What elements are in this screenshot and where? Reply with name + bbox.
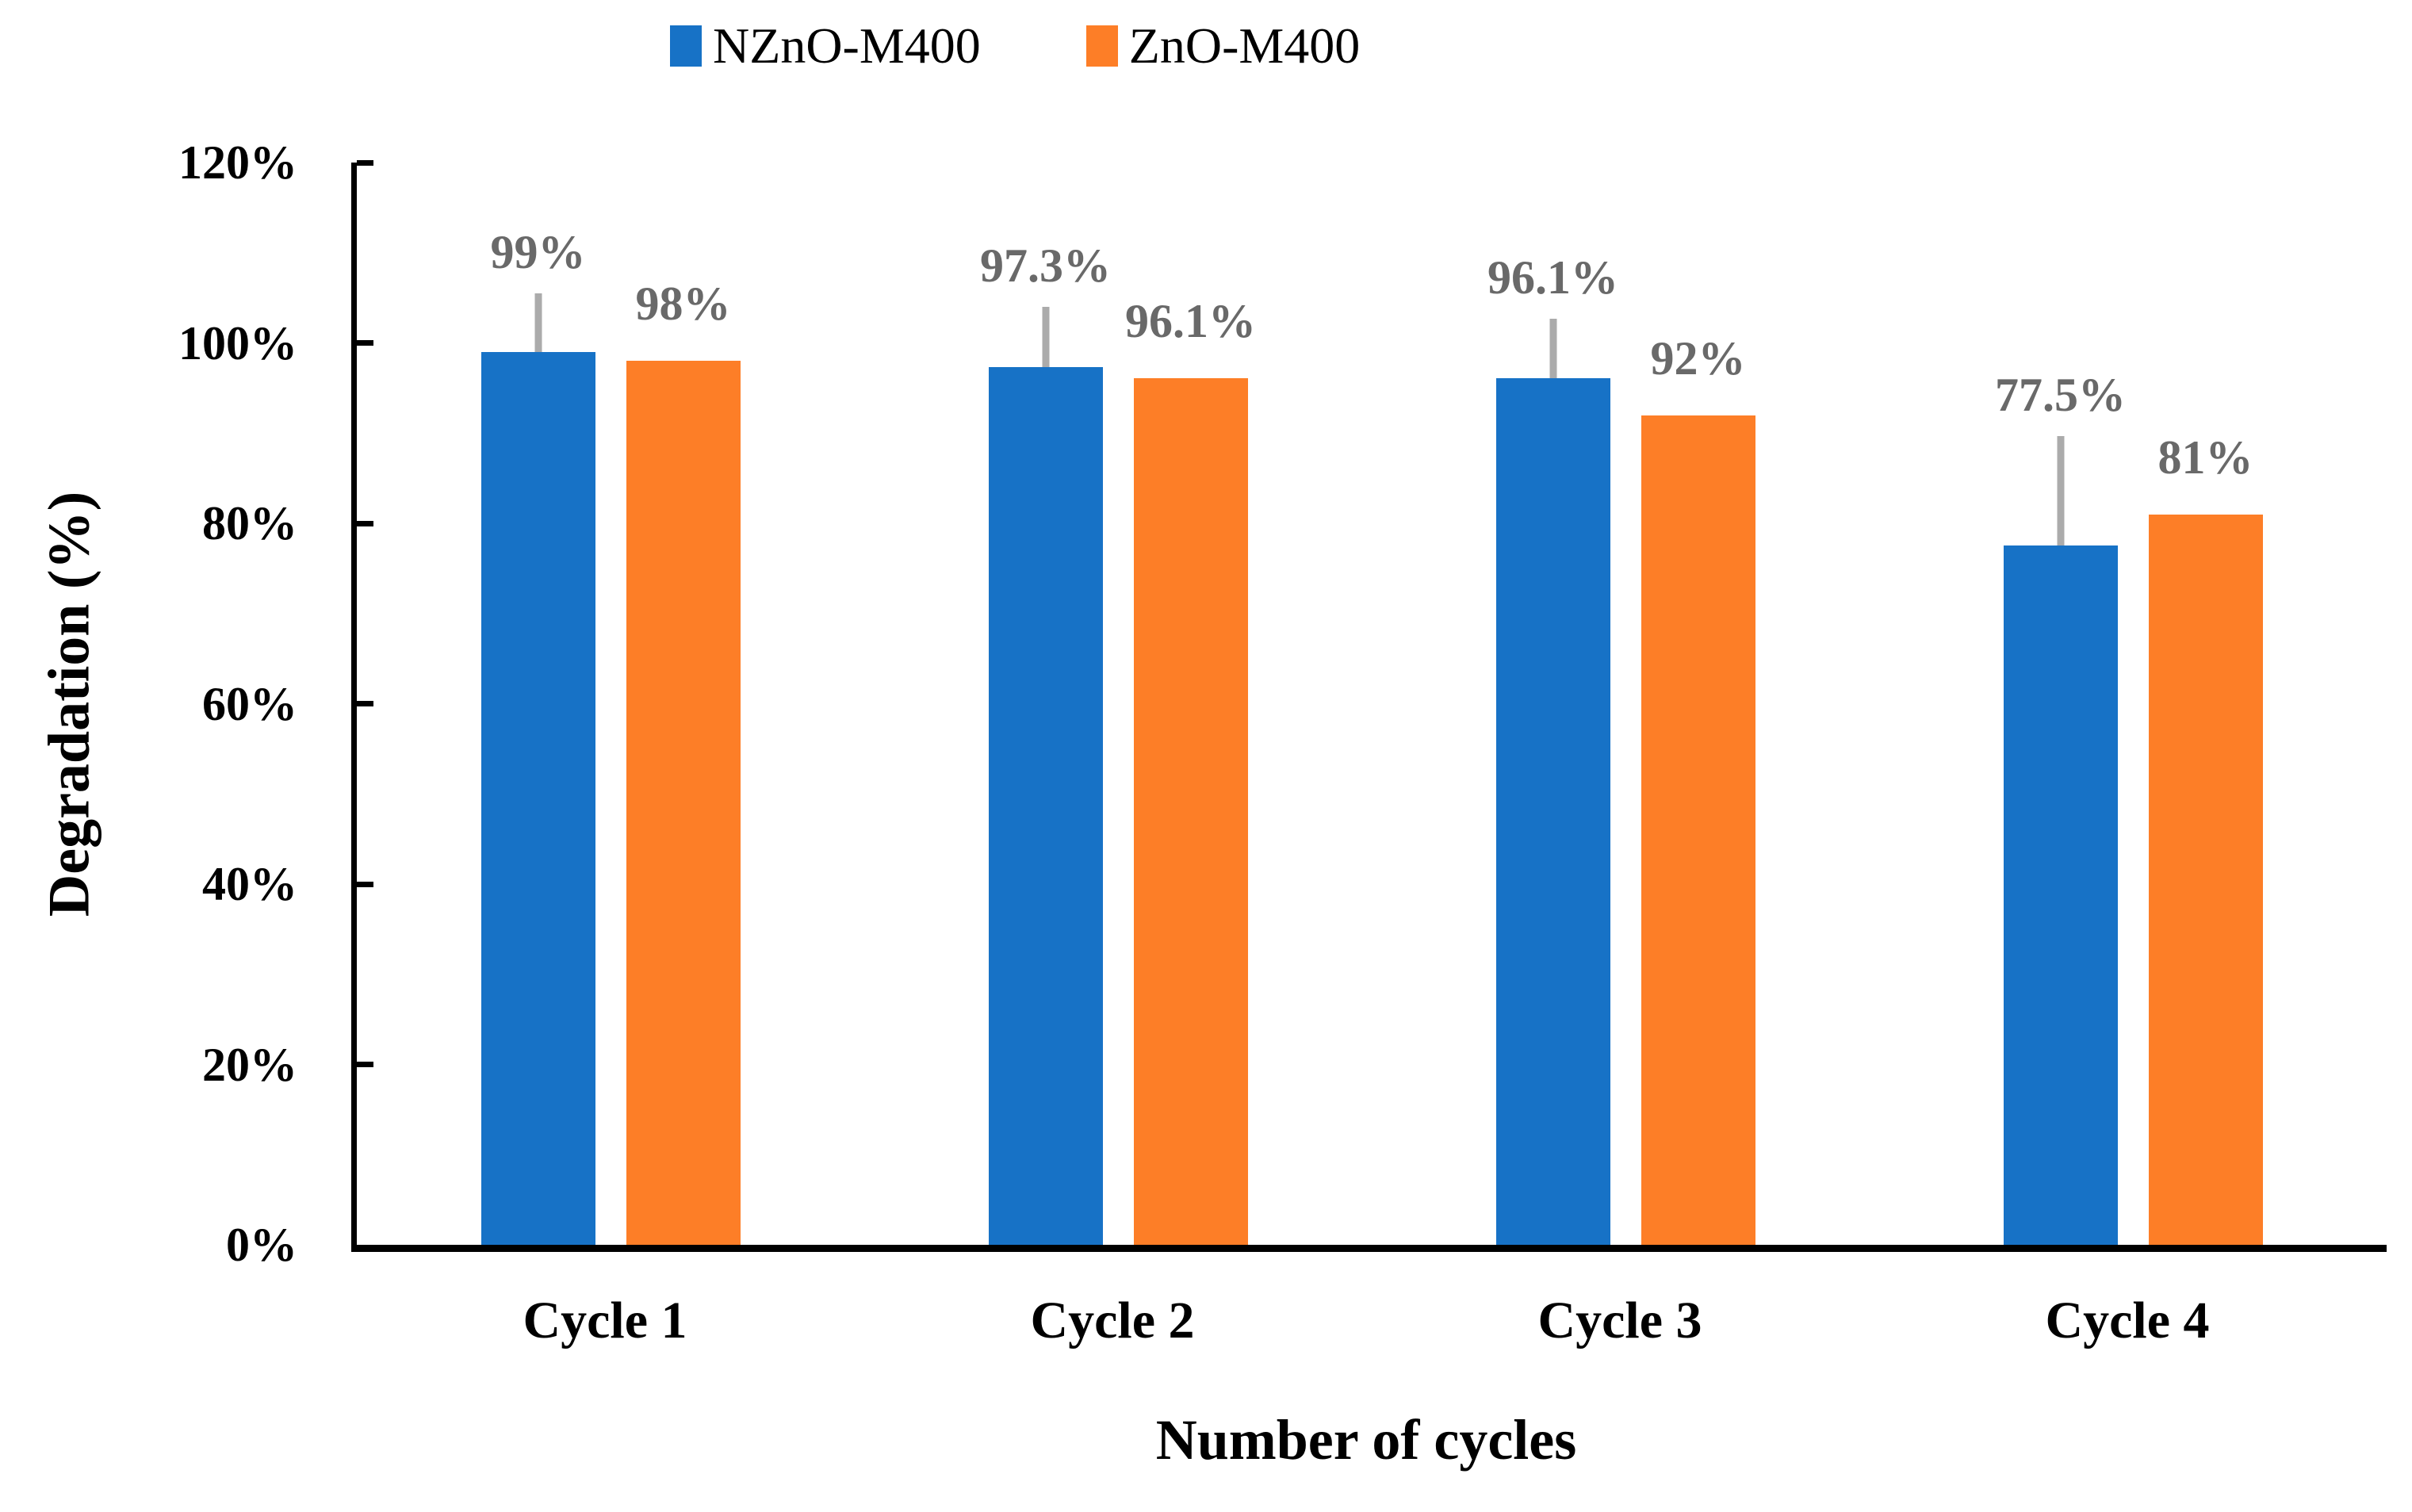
bar-group: 77.5% 81% xyxy=(1879,163,2387,1245)
legend-swatch-blue-icon xyxy=(670,25,702,67)
x-category-label: Cycle 2 xyxy=(1030,1292,1195,1349)
y-tick xyxy=(357,340,373,346)
data-label: 96.1% xyxy=(1487,251,1618,304)
y-tick xyxy=(357,159,373,166)
x-category-label: Cycle 3 xyxy=(1537,1292,1702,1349)
y-tick xyxy=(357,1062,373,1067)
legend-label: NZnO-M400 xyxy=(713,17,981,74)
bar-group: 97.3% 96.1% xyxy=(864,163,1372,1245)
y-tick-label: 80% xyxy=(202,497,297,549)
error-bar xyxy=(1042,307,1049,368)
y-tick-label: 100% xyxy=(178,316,297,369)
data-label: 98% xyxy=(635,278,731,331)
y-tick xyxy=(357,701,373,706)
y-tick-label: 120% xyxy=(178,136,297,189)
bar-group: 99% 98% xyxy=(357,163,864,1245)
y-tick-label: 20% xyxy=(202,1038,297,1091)
bar-zno-m400-cycle-3[interactable]: 92% xyxy=(1641,335,1755,1245)
legend: NZnO-M400 ZnO-M400 xyxy=(670,21,1360,71)
bar-nzno-m400-cycle-4[interactable]: 77.5% xyxy=(1995,371,2126,1245)
bar-zno-m400-cycle-1[interactable]: 98% xyxy=(626,280,741,1245)
legend-swatch-orange-icon xyxy=(1085,25,1118,67)
y-axis-title: Degradation (%) xyxy=(36,491,102,917)
data-label: 77.5% xyxy=(1995,368,2126,421)
legend-label: ZnO-M400 xyxy=(1128,17,1361,74)
bar-nzno-m400-cycle-1[interactable]: 99% xyxy=(480,228,595,1245)
y-tick-label: 60% xyxy=(202,677,297,730)
y-tick-label: 40% xyxy=(202,858,297,910)
x-category-label: Cycle 4 xyxy=(2045,1292,2210,1349)
data-label: 92% xyxy=(1650,331,1746,385)
legend-item-zno-m400[interactable]: ZnO-M400 xyxy=(1085,17,1361,74)
bar-nzno-m400-cycle-2[interactable]: 97.3% xyxy=(980,242,1111,1245)
x-category-label: Cycle 1 xyxy=(523,1292,687,1349)
y-tick xyxy=(357,881,373,887)
error-bar xyxy=(534,293,542,352)
legend-item-nzno-m400[interactable]: NZnO-M400 xyxy=(670,21,981,71)
bar-zno-m400-cycle-2[interactable]: 96.1% xyxy=(1125,297,1256,1245)
y-tick-label: 0% xyxy=(226,1219,297,1271)
data-label: 96.1% xyxy=(1125,294,1256,347)
data-label: 97.3% xyxy=(980,239,1111,293)
error-bar xyxy=(2057,435,2064,546)
x-axis-title: Number of cycles xyxy=(1155,1408,1577,1472)
y-tick xyxy=(357,520,373,526)
error-bar xyxy=(1549,318,1556,378)
bar-zno-m400-cycle-4[interactable]: 81% xyxy=(2148,434,2263,1245)
data-label: 81% xyxy=(2157,431,2253,484)
data-label: 99% xyxy=(490,225,586,278)
bar-nzno-m400-cycle-3[interactable]: 96.1% xyxy=(1487,254,1618,1245)
bar-group: 96.1% 92% xyxy=(1372,163,1879,1245)
plot-area: 0% 20% 40% 60% 80% 100% 120% 99% 98% 97.3% 96.1% 96… xyxy=(178,139,2387,1269)
